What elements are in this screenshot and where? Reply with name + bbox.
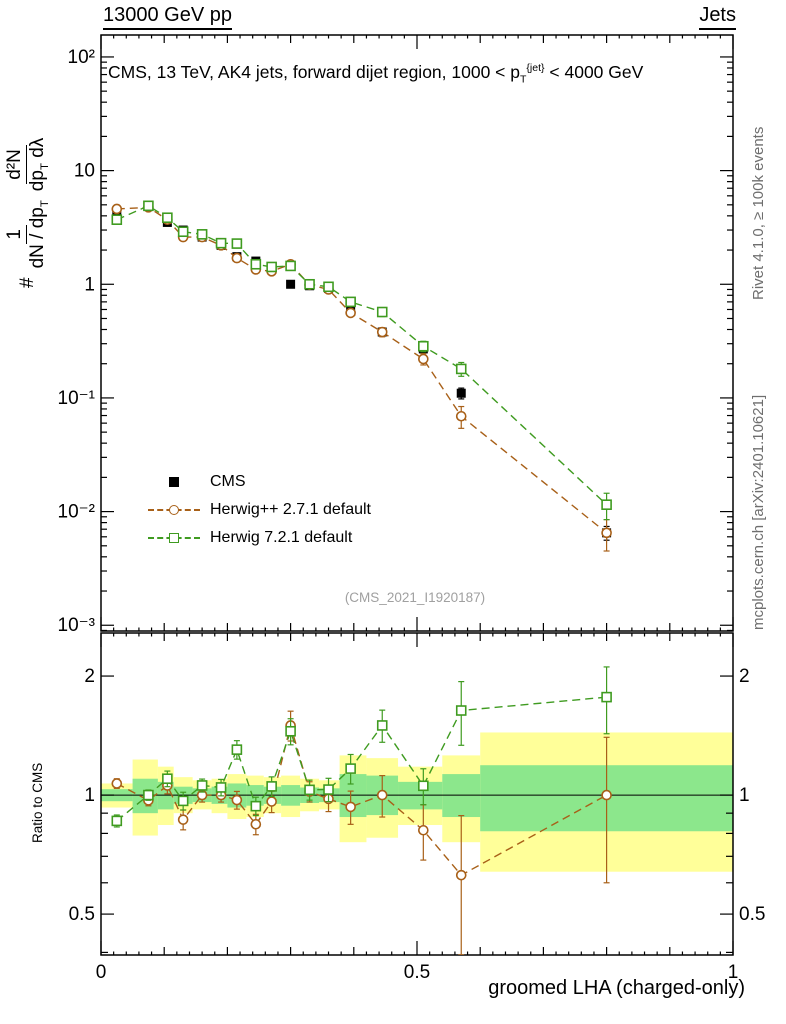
y-label-hash: # [16,277,38,288]
ratio-ytick-label: 0.5 [69,904,95,925]
main-ytick-label: 10⁻¹ [58,388,96,409]
plot-title-sub: T [520,73,527,86]
main-series [111,200,612,521]
legend-item-herwigpp: Herwig++ 2.7.1 default [148,496,371,524]
analysis-category-title: Jets [699,3,736,30]
herwigpp-marker-icon [169,505,179,515]
axis-ticks: 10² 10 1 10⁻¹ 10⁻² 10⁻³ 2 2 1 1 0.5 0.5 0 0.5 1 [58,35,765,983]
xtick-label: 0 [96,962,107,983]
legend-label-cms: CMS [210,473,246,490]
xtick-label: 1 [728,962,739,983]
main-ytick-label: 10 [74,161,95,182]
analysis-id-watermark: (CMS_2021_I1920187) [344,590,486,605]
ratio-uncertainty-bands [101,732,733,872]
ratio-ytick-label-right: 0.5 [739,904,765,925]
beam-energy-title: 13000 GeV pp [103,3,232,30]
legend-item-cms: CMS [148,468,371,496]
plot-title-text: CMS, 13 TeV, AK4 jets, forward dijet reg… [108,62,520,82]
ratio-ytick-label: 2 [84,666,95,687]
legend-sample-herwig7 [148,530,200,546]
legend-sample-herwigpp [148,502,200,518]
main-ytick-label: 10⁻³ [58,615,96,636]
xtick-label: 0.5 [404,962,430,983]
plot-title: CMS, 13 TeV, AK4 jets, forward dijet reg… [108,62,643,86]
plot-title-suffix: < 4000 GeV [544,62,644,82]
legend: CMS Herwig++ 2.7.1 default Herwig 7.2.1 … [148,468,371,552]
ratio-y-axis-label: Ratio to CMS [30,762,45,843]
legend-label-herwig7: Herwig 7.2.1 default [210,529,353,546]
plot-title-sup: {jet} [526,62,545,75]
main-ytick-label: 10⁻² [58,502,96,523]
legend-sample-cms [148,474,200,490]
y-label-fraction-1: 1 dN / dpT [4,200,51,269]
ratio-ytick-label-right: 1 [739,785,750,806]
mcplots-arxiv-note: mcplots.cern.ch [arXiv:2401.10621] [750,394,767,630]
main-ytick-label: 1 [84,274,95,295]
ratio-ytick-label-right: 2 [739,666,750,687]
main-y-axis-label: # 1 dN / dpT d²N dpT dλ [4,138,52,288]
legend-item-herwig7: Herwig 7.2.1 default [148,524,371,552]
x-axis-label: groomed LHA (charged-only) [488,977,745,999]
ratio-ytick-label: 1 [84,785,95,806]
herwig7-marker-icon [169,533,179,543]
y-label-fraction-2: d²N dpT dλ [4,137,51,192]
main-ytick-label: 10² [68,47,95,68]
ratio-series [111,666,612,828]
legend-label-herwigpp: Herwig++ 2.7.1 default [210,501,371,518]
cms-marker-icon [169,477,179,487]
rivet-version-note: Rivet 4.1.0, ≥ 100k events [750,126,767,300]
